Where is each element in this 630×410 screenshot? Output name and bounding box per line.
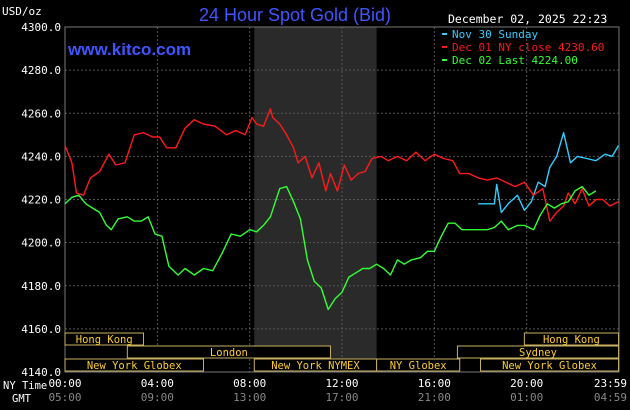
legend-entry: Dec 01 NY close 4230.60 — [452, 41, 604, 54]
market-session-label: London — [210, 347, 248, 359]
x-tick-label-gmt: 17:00 — [325, 391, 358, 404]
y-tick-label: 4200.0 — [21, 237, 61, 250]
x-tick-label-ny: 00:00 — [48, 377, 81, 390]
market-session-bars: Hong Kong London New York Globex New York N… — [64, 332, 620, 372]
market-session-bar — [480, 358, 620, 372]
chart-grid — [65, 26, 619, 373]
market-session-bar — [64, 358, 204, 372]
market-session-label: New York NYMEX — [271, 360, 360, 372]
x-tick-label-gmt: 01:00 — [510, 391, 543, 404]
x-tick-label-ny: 16:00 — [418, 377, 451, 390]
x-tick-label-gmt: 09:00 — [141, 391, 174, 404]
x-tick-label-gmt: 05:00 — [48, 391, 81, 404]
series-line-1 — [478, 131, 620, 214]
market-session-label: NY Globex — [390, 360, 447, 372]
series-line-2 — [64, 108, 619, 222]
x-tick-label-ny: 04:00 — [141, 377, 174, 390]
market-session-label: Hong Kong — [543, 334, 600, 346]
y-tick-label: 4220.0 — [21, 194, 61, 207]
market-session-bar — [64, 332, 144, 346]
market-session-label: New York Globex — [502, 360, 597, 372]
plot-frame — [64, 26, 620, 373]
y-tick-label: 4260.0 — [21, 107, 61, 120]
y-axis-ticks: 4300.0 4280.0 4260.0 4240.0 4220.0 4200.0 4180… — [21, 21, 61, 379]
y-tick-label: 4280.0 — [21, 64, 61, 77]
x-tick-label-ny: 20:00 — [510, 377, 543, 390]
gmt-row-label: GMT — [12, 393, 32, 405]
legend-entry: Nov 30 Sunday — [452, 28, 538, 41]
series-lines — [64, 108, 620, 311]
x-tick-label-gmt: 21:00 — [418, 391, 451, 404]
series-line-3 — [64, 185, 597, 311]
market-session-label: New York Globex — [87, 360, 182, 372]
chart-datetime: December 02, 2025 22:23 — [448, 12, 607, 26]
x-tick-label-ny: 23:59 — [594, 377, 627, 390]
y-tick-label: 4240.0 — [21, 150, 61, 163]
x-tick-label-gmt: 13:00 — [233, 391, 266, 404]
y-tick-label: 4140.0 — [21, 366, 61, 379]
market-session-label: Sydney — [519, 347, 557, 359]
x-tick-label-ny: 08:00 — [233, 377, 266, 390]
y-axis-unit-label: USD/oz — [2, 5, 42, 18]
market-session-bar — [126, 345, 331, 359]
chart-title: 24 Hour Spot Gold (Bid) — [199, 5, 391, 25]
x-tick-label-ny: 12:00 — [325, 377, 358, 390]
y-tick-label: 4160.0 — [21, 323, 61, 336]
x-tick-label-gmt: 04:59 — [594, 391, 627, 404]
market-session-bar — [523, 332, 620, 346]
market-session-bar — [456, 345, 620, 359]
market-session-bar — [376, 358, 461, 372]
market-session-label: Hong Kong — [76, 334, 133, 346]
y-tick-label: 4180.0 — [21, 280, 61, 293]
kitco-watermark: www.kitco.com — [67, 40, 191, 59]
ny-time-row-label: NY Time — [3, 380, 47, 392]
y-tick-label: 4300.0 — [21, 21, 61, 34]
legend-entry: Dec 02 Last 4224.00 — [452, 54, 578, 67]
